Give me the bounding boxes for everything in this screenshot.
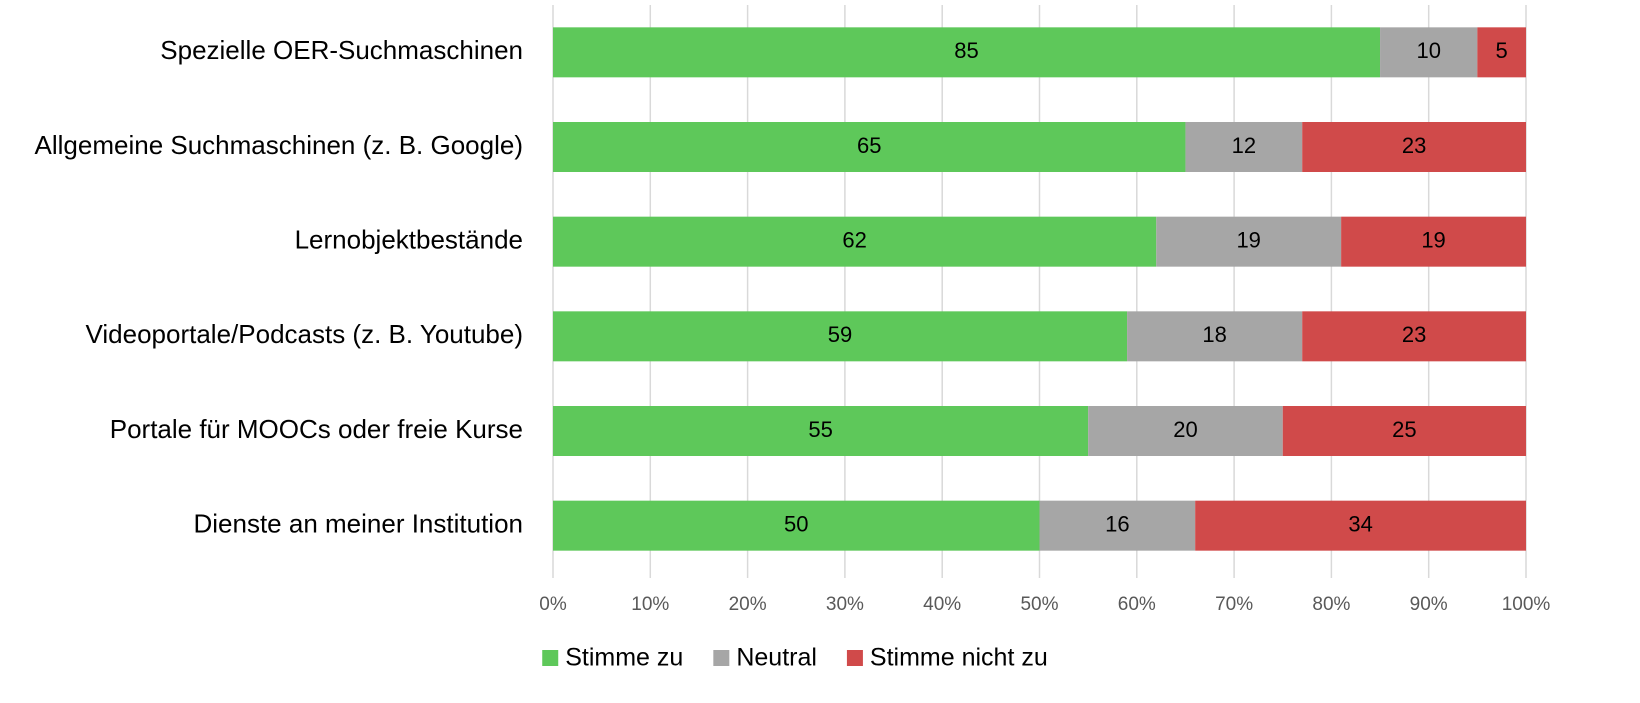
data-label: 62 <box>842 227 866 252</box>
x-tick-label: 50% <box>1020 594 1058 615</box>
bar-segment <box>553 311 1128 362</box>
x-tick-label: 90% <box>1410 594 1448 615</box>
bar-segment <box>1127 311 1303 362</box>
x-tick-label: 20% <box>729 594 767 615</box>
bar-segment <box>1185 122 1303 172</box>
bar-segment <box>553 500 1040 551</box>
bar-segment <box>553 406 1089 456</box>
data-label: 55 <box>808 417 832 442</box>
bar-segment <box>1477 27 1526 78</box>
y-tick-label: Portale für MOOCs oder freie Kurse <box>110 414 523 444</box>
data-label: 34 <box>1348 511 1372 536</box>
data-label: 10 <box>1416 38 1440 63</box>
x-tick-label: 10% <box>631 594 669 615</box>
legend-label: Stimme zu <box>565 644 683 672</box>
bar-segment <box>1302 122 1526 172</box>
data-label: 19 <box>1236 227 1260 252</box>
bar-segment <box>1039 500 1196 551</box>
data-label: 50 <box>784 511 808 536</box>
x-tick-label: 30% <box>826 594 864 615</box>
data-label: 23 <box>1402 322 1426 347</box>
bar-segment <box>1195 500 1526 551</box>
x-tick-label: 100% <box>1502 594 1551 615</box>
y-tick-label: Dienste an meiner Institution <box>193 509 523 539</box>
y-tick-label: Videoportale/Podcasts (z. B. Youtube) <box>86 319 523 349</box>
bar-segment <box>553 216 1157 267</box>
legend-label: Neutral <box>736 644 817 672</box>
y-tick-label: Spezielle OER-Suchmaschinen <box>160 35 523 65</box>
legend-swatch <box>542 650 559 666</box>
bar-segment <box>1341 216 1526 267</box>
data-label: 19 <box>1421 227 1445 252</box>
x-tick-label: 60% <box>1118 594 1156 615</box>
bar-segment <box>1088 406 1283 456</box>
data-label: 59 <box>828 322 852 347</box>
legend-label: Stimme nicht zu <box>870 644 1048 672</box>
data-label: 20 <box>1173 417 1197 442</box>
data-label: 5 <box>1496 38 1508 63</box>
data-label: 85 <box>954 38 978 63</box>
bar-segment <box>1302 311 1526 362</box>
data-label: 65 <box>857 133 881 158</box>
bar-segment <box>1156 216 1342 267</box>
bar-segment <box>1282 406 1526 456</box>
x-tick-label: 40% <box>923 594 961 615</box>
x-tick-label: 80% <box>1312 594 1350 615</box>
bar-segment <box>1380 27 1478 78</box>
y-tick-label: Allgemeine Suchmaschinen (z. B. Google) <box>35 130 523 160</box>
legend-swatch <box>846 650 863 666</box>
data-label: 12 <box>1232 133 1256 158</box>
x-tick-label: 70% <box>1215 594 1253 615</box>
data-label: 18 <box>1202 322 1226 347</box>
bar-segment <box>553 27 1381 78</box>
y-tick-label: Lernobjektbestände <box>295 225 523 255</box>
x-tick-label: 0% <box>539 594 567 615</box>
data-label: 25 <box>1392 417 1416 442</box>
data-label: 23 <box>1402 133 1426 158</box>
legend-swatch <box>713 650 730 666</box>
bar-segment <box>553 122 1186 172</box>
data-label: 16 <box>1105 511 1129 536</box>
